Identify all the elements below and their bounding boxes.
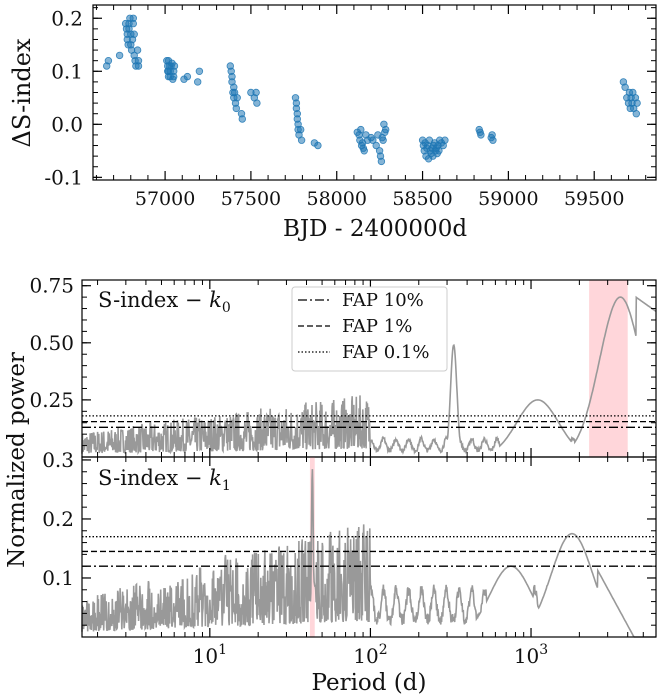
periodogram-k0-label-sub: 0 bbox=[222, 300, 231, 316]
data-point bbox=[134, 62, 143, 70]
data-point bbox=[104, 57, 113, 65]
legend-box bbox=[291, 286, 448, 372]
data-point bbox=[297, 136, 306, 144]
y-tick-label: 0.25 bbox=[29, 388, 74, 412]
periodogram-k1-label-text: S-index − bbox=[98, 466, 209, 490]
legend-fap-01-label: FAP 0.1% bbox=[342, 342, 430, 363]
periodogram-k1-ticks: 0.1 0.2 0.3 101 102 103 bbox=[42, 448, 657, 668]
periodogram-k0-label-sym: k bbox=[209, 288, 222, 312]
y-tick-label: -0.1 bbox=[44, 165, 83, 189]
periodogram-k1-label-sym: k bbox=[209, 466, 222, 490]
x-tick-label: 59000 bbox=[478, 188, 538, 210]
y-tick-label: 0.1 bbox=[51, 59, 83, 83]
data-point bbox=[357, 125, 365, 134]
x-tick-label: 102 bbox=[353, 642, 387, 668]
data-point bbox=[238, 115, 246, 123]
data-point bbox=[233, 94, 241, 102]
y-tick-label: 0.50 bbox=[29, 331, 74, 355]
time-series-points bbox=[102, 14, 641, 166]
time-series-xlabel: BJD - 2400000d bbox=[283, 216, 467, 242]
periodogram-xlabel: Period (d) bbox=[312, 670, 427, 696]
legend: FAP 10% FAP 1% FAP 0.1% bbox=[291, 286, 448, 372]
time-series-frame bbox=[92, 4, 657, 181]
time-series-ylabel: ΔS-index bbox=[8, 38, 36, 147]
data-point bbox=[129, 14, 137, 22]
y-tick-label: 0.0 bbox=[51, 112, 83, 136]
data-point bbox=[193, 78, 202, 86]
periodogram-k1-line bbox=[81, 469, 656, 638]
x-tick-label: 101 bbox=[193, 642, 227, 668]
periodogram-ylabel: Normalized power bbox=[4, 352, 30, 568]
periodogram-k0-highlight bbox=[589, 280, 628, 457]
data-point bbox=[369, 136, 377, 144]
data-point bbox=[170, 62, 179, 70]
data-point bbox=[360, 147, 368, 155]
periodogram-k1-label-sub: 1 bbox=[222, 478, 231, 494]
periodogram-k1-frame bbox=[81, 456, 657, 638]
periodogram-k1-highlight bbox=[309, 457, 315, 637]
data-point bbox=[435, 147, 443, 155]
data-point bbox=[382, 125, 390, 134]
data-point bbox=[130, 30, 138, 38]
x-tick-label: 57500 bbox=[221, 188, 281, 210]
data-point bbox=[115, 51, 124, 60]
legend-fap-1-label: FAP 1% bbox=[342, 316, 412, 337]
data-point bbox=[133, 46, 142, 54]
data-point bbox=[441, 136, 449, 144]
data-point bbox=[195, 67, 204, 75]
data-point bbox=[314, 141, 322, 150]
y-tick-label: 0.75 bbox=[29, 274, 74, 298]
data-point bbox=[632, 109, 640, 118]
data-point bbox=[633, 99, 641, 107]
data-point bbox=[253, 99, 261, 107]
periodogram-k0-label: S-index − k0 bbox=[98, 288, 231, 316]
x-tick-label: 57000 bbox=[135, 188, 195, 210]
y-tick-label: 0.2 bbox=[51, 6, 83, 30]
time-series-ticks: 57000 57500 58000 58500 59000 59500 -0.1 0.0 0.1… bbox=[44, 5, 656, 210]
data-point bbox=[477, 131, 485, 139]
data-point bbox=[292, 99, 301, 107]
x-tick-label: 58500 bbox=[392, 188, 452, 210]
data-point bbox=[252, 88, 260, 97]
periodogram-k0-label-text: S-index − bbox=[98, 288, 209, 312]
data-point bbox=[621, 83, 629, 91]
y-tick-label: 0.3 bbox=[42, 448, 74, 472]
periodogram-k0-line bbox=[81, 295, 657, 456]
y-tick-label: 0.2 bbox=[42, 507, 74, 531]
x-tick-label: 103 bbox=[514, 642, 548, 668]
y-tick-label: 0.1 bbox=[42, 566, 74, 590]
data-point bbox=[489, 136, 497, 144]
x-tick-label: 59500 bbox=[564, 188, 624, 210]
legend-fap-10-label: FAP 10% bbox=[342, 290, 424, 311]
periodogram-k1-panel: 0.1 0.2 0.3 101 102 103 S-index − k1 Period (… bbox=[42, 448, 657, 696]
x-tick-label: 58000 bbox=[307, 188, 367, 210]
data-point bbox=[232, 104, 240, 113]
data-point bbox=[372, 141, 380, 150]
periodogram-k0-panel: 0.25 0.50 0.75 S-index − k0 FAP 10% FAP 1%… bbox=[29, 274, 657, 458]
periodogram-k0-ticks: 0.25 0.50 0.75 bbox=[29, 274, 657, 457]
time-series-panel: 57000 57500 58000 58500 59000 59500 -0.1 0.0 0.1… bbox=[8, 4, 657, 242]
data-point bbox=[379, 136, 387, 144]
data-point bbox=[228, 72, 236, 81]
data-point bbox=[297, 125, 305, 134]
data-point bbox=[183, 72, 192, 81]
periodogram-k1-label: S-index − k1 bbox=[98, 466, 231, 494]
data-point bbox=[377, 157, 386, 166]
